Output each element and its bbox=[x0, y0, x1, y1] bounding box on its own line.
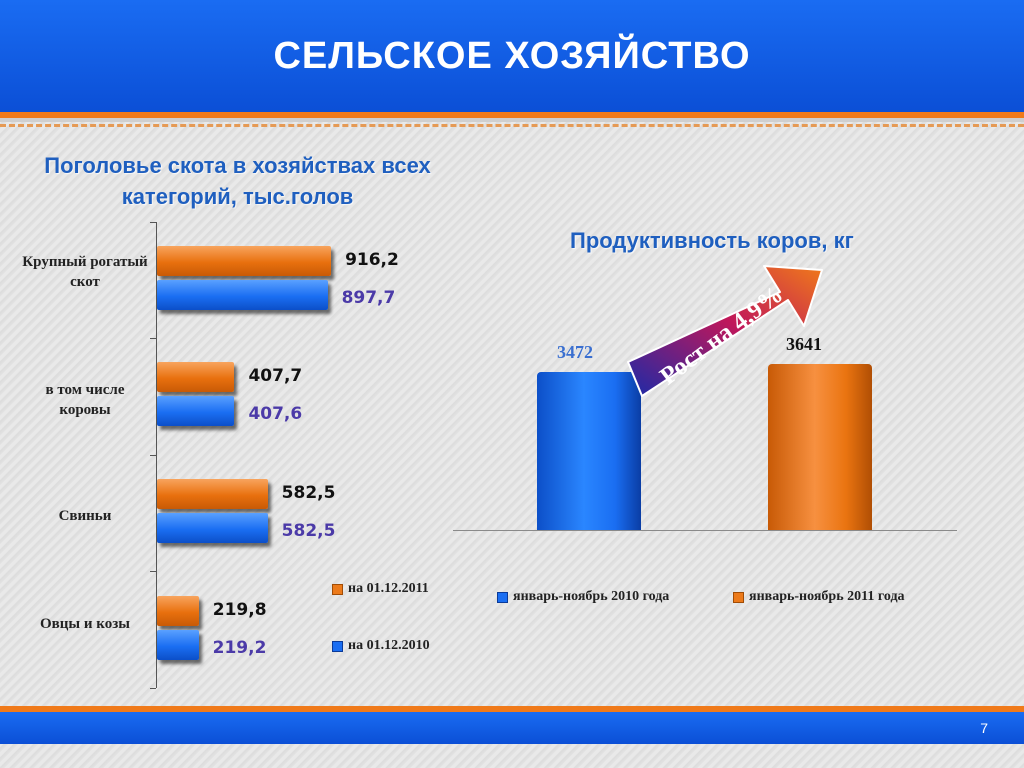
bar-2011-cows bbox=[157, 362, 235, 392]
value-label-productivity-2010: 3472 bbox=[557, 341, 593, 362]
legend-label-period-2010: январь-ноябрь 2010 года bbox=[513, 589, 670, 604]
legend-item-2011: на 01.12.2011 bbox=[332, 581, 429, 597]
bar-productivity-2010 bbox=[537, 371, 641, 530]
category-label-cattle: Крупный рогатый скот bbox=[22, 254, 148, 290]
value-label-2011-sheep-goats: 219,8 bbox=[212, 600, 267, 620]
axis-tick bbox=[150, 455, 156, 456]
category-label-pigs: Свиньи bbox=[58, 508, 112, 524]
dashed-stripe bbox=[0, 124, 1024, 127]
legend-swatch-orange bbox=[332, 583, 343, 595]
gray-stripe bbox=[0, 118, 1024, 122]
value-label-2010-cows: 407,6 bbox=[248, 404, 303, 424]
value-label-2010-sheep-goats: 219,2 bbox=[212, 638, 267, 658]
page-title: СЕЛЬСКОЕ ХОЗЯЙСТВО bbox=[273, 34, 751, 77]
bar-productivity-2011 bbox=[768, 364, 872, 530]
axis-tick bbox=[150, 571, 156, 572]
growth-arrow-icon bbox=[627, 265, 823, 397]
value-label-2011-pigs: 582,5 bbox=[281, 483, 336, 503]
legend-label-period-2011: январь-ноябрь 2011 года bbox=[749, 589, 905, 604]
legend-label-2010: на 01.12.2010 bbox=[348, 638, 430, 653]
chart-baseline bbox=[453, 530, 957, 531]
bar-2010-cattle bbox=[157, 280, 328, 310]
category-axis bbox=[156, 222, 157, 688]
bar-2011-cattle bbox=[157, 246, 332, 276]
value-label-productivity-2011: 3641 bbox=[786, 334, 822, 354]
bar-2010-sheep-goats bbox=[157, 630, 199, 660]
legend-item-2010: на 01.12.2010 bbox=[332, 638, 430, 654]
livestock-chart-title: Поголовье скота в хозяйствах всех катего… bbox=[44, 153, 431, 209]
footer-bar bbox=[0, 712, 1024, 744]
page-number: 7 bbox=[980, 720, 988, 736]
orange-stripe bbox=[0, 112, 1024, 118]
value-label-2011-cattle: 916,2 bbox=[345, 250, 399, 270]
bar-2011-sheep-goats bbox=[157, 596, 199, 626]
legend-label-2011: на 01.12.2011 bbox=[348, 581, 429, 596]
value-label-2011-cows: 407,7 bbox=[248, 366, 303, 386]
category-label-cows: в том числе коровы bbox=[45, 382, 125, 418]
bottom-orange-stripe bbox=[0, 706, 1024, 712]
category-label-sheep-goats: Овцы и козы bbox=[40, 616, 130, 632]
axis-tick bbox=[150, 338, 156, 339]
bar-2010-pigs bbox=[157, 513, 268, 543]
legend-swatch-blue bbox=[497, 591, 508, 603]
bar-2010-cows bbox=[157, 396, 235, 426]
legend-item-period-2010: январь-ноябрь 2010 года bbox=[497, 589, 669, 605]
title-banner: СЕЛЬСКОЕ ХОЗЯЙСТВО bbox=[0, 0, 1024, 112]
value-label-2010-cattle: 897,7 bbox=[341, 288, 396, 308]
axis-tick bbox=[150, 688, 156, 689]
legend-swatch-blue bbox=[332, 640, 343, 652]
value-label-2010-pigs: 582,5 bbox=[281, 521, 336, 541]
legend-item-period-2011: январь-ноябрь 2011 года bbox=[733, 589, 905, 605]
bar-2011-pigs bbox=[157, 479, 268, 509]
cow-productivity-title: Продуктивность коров, кг bbox=[570, 228, 854, 253]
axis-tick bbox=[150, 222, 156, 223]
legend-swatch-orange bbox=[733, 591, 744, 603]
